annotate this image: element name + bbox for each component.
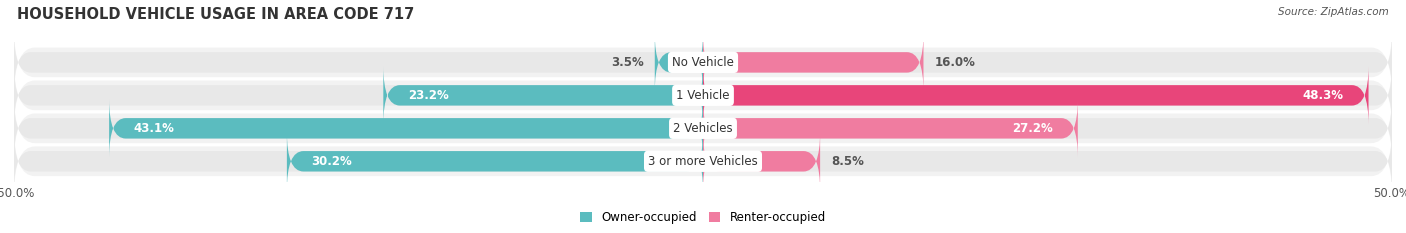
Text: HOUSEHOLD VEHICLE USAGE IN AREA CODE 717: HOUSEHOLD VEHICLE USAGE IN AREA CODE 717 — [17, 7, 415, 22]
Text: No Vehicle: No Vehicle — [672, 56, 734, 69]
FancyBboxPatch shape — [14, 61, 1392, 130]
Text: 1 Vehicle: 1 Vehicle — [676, 89, 730, 102]
FancyBboxPatch shape — [14, 66, 1392, 125]
Text: 2 Vehicles: 2 Vehicles — [673, 122, 733, 135]
FancyBboxPatch shape — [703, 132, 820, 191]
FancyBboxPatch shape — [703, 66, 1368, 125]
FancyBboxPatch shape — [110, 99, 703, 158]
FancyBboxPatch shape — [14, 28, 1392, 97]
FancyBboxPatch shape — [287, 132, 703, 191]
Text: 48.3%: 48.3% — [1303, 89, 1344, 102]
FancyBboxPatch shape — [703, 33, 924, 92]
Text: 30.2%: 30.2% — [312, 155, 353, 168]
FancyBboxPatch shape — [14, 127, 1392, 196]
Legend: Owner-occupied, Renter-occupied: Owner-occupied, Renter-occupied — [575, 206, 831, 229]
FancyBboxPatch shape — [14, 99, 1392, 158]
FancyBboxPatch shape — [14, 33, 1392, 92]
FancyBboxPatch shape — [703, 99, 1078, 158]
FancyBboxPatch shape — [14, 132, 1392, 191]
Text: 8.5%: 8.5% — [831, 155, 865, 168]
Text: 27.2%: 27.2% — [1012, 122, 1053, 135]
FancyBboxPatch shape — [384, 66, 703, 125]
Text: 3 or more Vehicles: 3 or more Vehicles — [648, 155, 758, 168]
Text: 3.5%: 3.5% — [612, 56, 644, 69]
Text: 16.0%: 16.0% — [935, 56, 976, 69]
FancyBboxPatch shape — [14, 94, 1392, 163]
Text: 23.2%: 23.2% — [408, 89, 449, 102]
Text: 43.1%: 43.1% — [134, 122, 174, 135]
Text: Source: ZipAtlas.com: Source: ZipAtlas.com — [1278, 7, 1389, 17]
FancyBboxPatch shape — [655, 33, 703, 92]
